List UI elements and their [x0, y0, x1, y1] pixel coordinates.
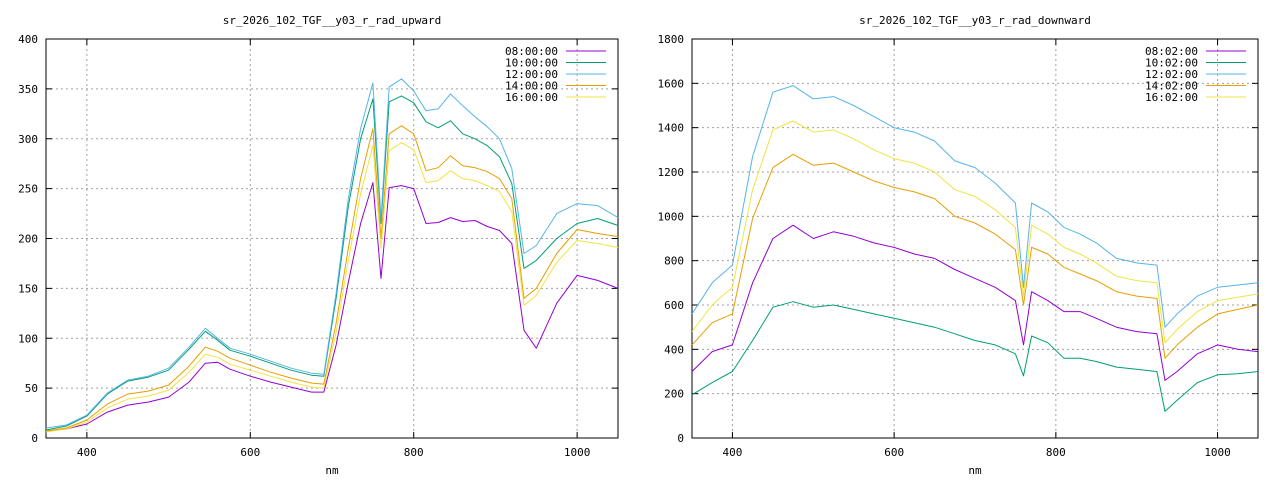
legend-label: 12:00:00 — [505, 68, 558, 81]
legend-label: 10:00:00 — [505, 57, 558, 70]
series-line-08-02-00 — [691, 224, 1259, 381]
y-tick-label: 350 — [18, 83, 38, 96]
y-tick-label: 400 — [18, 33, 38, 46]
legend-label: 16:00:00 — [505, 91, 558, 104]
y-tick-label: 0 — [31, 432, 38, 445]
series-line-10-00-00 — [45, 95, 619, 431]
legend-label: 12:02:00 — [1145, 68, 1198, 81]
legend-label: 10:02:00 — [1145, 57, 1198, 70]
series-line-10-02-00 — [691, 301, 1259, 412]
y-tick-label: 1200 — [658, 166, 685, 179]
x-tick-label: 600 — [884, 446, 904, 459]
x-axis-label: nm — [968, 464, 982, 477]
x-tick-label: 1000 — [1204, 446, 1231, 459]
x-tick-label: 600 — [240, 446, 260, 459]
y-tick-label: 300 — [18, 133, 38, 146]
y-tick-label: 1400 — [658, 122, 685, 135]
y-tick-label: 200 — [664, 388, 684, 401]
x-axis-label: nm — [325, 464, 339, 477]
x-tick-label: 400 — [722, 446, 742, 459]
series-line-14-02-00 — [691, 153, 1259, 359]
plot-frame — [691, 38, 1259, 439]
series-line-16-00-00 — [45, 142, 619, 433]
chart-panel-2: 0 200 400 600 800 1000 1200 1400 1600 1800 400 600 8… — [658, 14, 1259, 477]
y-tick-label: 100 — [18, 332, 38, 345]
y-tick-label: 1800 — [658, 33, 685, 46]
chart-panel-1: 0 50 100 150 200 250 300 350 400 400 600 800 1000 sr_… — [18, 14, 619, 477]
chart-title: sr_2026_102_TGF__y03_r_rad_downward — [859, 14, 1091, 27]
x-tick-label: 800 — [404, 446, 424, 459]
y-tick-label: 800 — [664, 255, 684, 268]
series-line-16-02-00 — [691, 120, 1259, 344]
x-tick-label: 1000 — [564, 446, 591, 459]
legend-label: 14:00:00 — [505, 80, 558, 93]
series-line-14-00-00 — [45, 125, 619, 432]
y-tick-label: 0 — [677, 432, 684, 445]
y-tick-label: 200 — [18, 233, 38, 246]
y-tick-label: 150 — [18, 282, 38, 295]
legend-label: 08:02:00 — [1145, 45, 1198, 58]
y-tick-label: 50 — [25, 382, 38, 395]
y-tick-label: 1000 — [658, 210, 685, 223]
y-tick-label: 1600 — [658, 77, 685, 90]
chart-title: sr_2026_102_TGF__y03_r_rad_upward — [223, 14, 442, 27]
series-line-12-02-00 — [691, 85, 1259, 328]
legend-label: 08:00:00 — [505, 45, 558, 58]
legend-label: 14:02:00 — [1145, 80, 1198, 93]
legend-label: 16:02:00 — [1145, 91, 1198, 104]
x-tick-label: 800 — [1046, 446, 1066, 459]
series-line-12-00-00 — [45, 78, 619, 429]
y-tick-label: 250 — [18, 183, 38, 196]
series-line-08-00-00 — [45, 182, 619, 432]
y-tick-label: 600 — [664, 299, 684, 312]
y-tick-label: 400 — [664, 343, 684, 356]
x-tick-label: 400 — [77, 446, 97, 459]
